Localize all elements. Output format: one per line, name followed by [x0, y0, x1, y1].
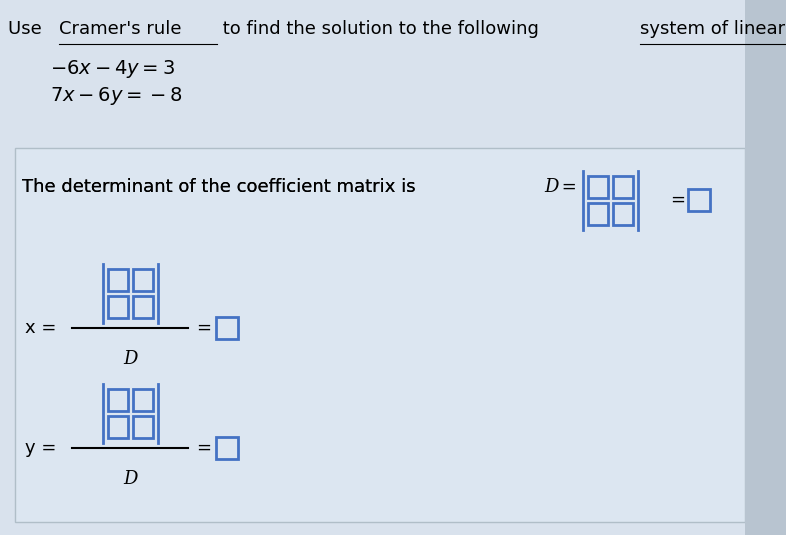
Bar — [133, 269, 152, 291]
Bar — [216, 317, 238, 339]
Bar — [133, 295, 152, 317]
Text: x =: x = — [25, 319, 57, 337]
Bar — [108, 416, 127, 438]
Bar — [108, 269, 127, 291]
Bar — [587, 203, 608, 225]
Bar — [688, 189, 710, 211]
Bar — [745, 0, 786, 535]
Text: Cramer's rule: Cramer's rule — [59, 20, 182, 38]
Bar — [612, 203, 633, 225]
Text: The determinant of the coefficient matrix is: The determinant of the coefficient matri… — [22, 178, 427, 196]
Bar — [133, 416, 152, 438]
Text: D: D — [123, 470, 138, 488]
Text: =: = — [196, 319, 211, 337]
Text: to find the solution to the following: to find the solution to the following — [217, 20, 545, 38]
Bar — [612, 175, 633, 197]
Text: $-6x-4y=3$: $-6x-4y=3$ — [50, 58, 175, 80]
Text: =: = — [196, 439, 211, 457]
Text: The determinant of the coefficient matrix is: The determinant of the coefficient matri… — [22, 178, 427, 196]
Text: D: D — [123, 350, 138, 368]
Text: =: = — [670, 191, 685, 209]
Bar — [133, 388, 152, 410]
Bar — [108, 295, 127, 317]
Text: Use: Use — [8, 20, 47, 38]
Text: D: D — [545, 178, 559, 196]
Text: system of linear equations: system of linear equations — [640, 20, 786, 38]
Bar — [216, 437, 238, 459]
FancyBboxPatch shape — [15, 148, 745, 522]
Text: =: = — [556, 178, 576, 196]
Text: $7x-6y=-8$: $7x-6y=-8$ — [50, 85, 183, 107]
Text: y =: y = — [25, 439, 57, 457]
Bar — [587, 175, 608, 197]
Bar — [108, 388, 127, 410]
